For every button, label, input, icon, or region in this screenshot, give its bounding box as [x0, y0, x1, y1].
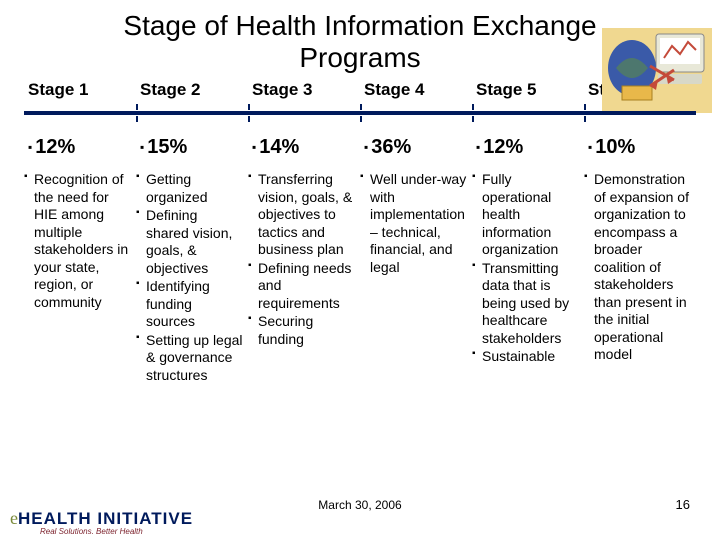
timeline-tick — [360, 104, 362, 122]
timeline — [24, 104, 696, 122]
bullet-item: Fully operational health information org… — [472, 171, 580, 259]
bullet-item: Securing funding — [248, 313, 356, 348]
stage-label: Stage 2 — [136, 80, 248, 100]
bullet-item: Transmitting data that is being used by … — [472, 260, 580, 348]
decorative-graphic — [602, 28, 712, 113]
stage-bullets: Getting organizedDefining shared vision,… — [136, 171, 248, 385]
percentage-row: 12% 15% 14% 36% 12% 10% — [24, 136, 696, 159]
bullet-item: Getting organized — [136, 171, 244, 206]
bullet-item: Transferring vision, goals, & objectives… — [248, 171, 356, 259]
stage-percentage: 36% — [360, 136, 472, 159]
stage-label: Stage 3 — [248, 80, 360, 100]
stage-bullets: Transferring vision, goals, & objectives… — [248, 171, 360, 385]
stage-percentage: 14% — [248, 136, 360, 159]
stage-percentage: 10% — [584, 136, 696, 159]
bullet-item: Well under-way with implementation – tec… — [360, 171, 468, 276]
logo-e: e — [10, 508, 18, 529]
bullets-row: Recognition of the need for HIE among mu… — [24, 171, 696, 385]
timeline-tick — [584, 104, 586, 122]
bullet-item: Defining shared vision, goals, & objecti… — [136, 207, 244, 277]
stage-label: Stage 1 — [24, 80, 136, 100]
bullet-item: Identifying funding sources — [136, 278, 244, 331]
stage-bullets: Recognition of the need for HIE among mu… — [24, 171, 136, 385]
stage-label: Stage 5 — [472, 80, 584, 100]
footer-logo: eHEALTH INITIATIVE Real Solutions. Bette… — [10, 508, 193, 536]
timeline-tick — [248, 104, 250, 122]
slide-title: Stage of Health Information Exchange Pro… — [24, 10, 696, 74]
stage-percentage: 12% — [472, 136, 584, 159]
bullet-item: Defining needs and requirements — [248, 260, 356, 313]
stage-bullets: Demonstration of expansion of organizati… — [584, 171, 696, 385]
bullet-item: Sustainable — [472, 348, 580, 366]
bullet-item: Setting up legal & governance structures — [136, 332, 244, 385]
stage-bullets: Well under-way with implementation – tec… — [360, 171, 472, 385]
logo-text: HEALTH INITIATIVE — [18, 509, 193, 529]
bullet-item: Demonstration of expansion of organizati… — [584, 171, 692, 364]
stage-percentage: 15% — [136, 136, 248, 159]
timeline-tick — [472, 104, 474, 122]
stage-percentage: 12% — [24, 136, 136, 159]
timeline-tick — [136, 104, 138, 122]
stage-header-row: Stage 1 Stage 2 Stage 3 Stage 4 Stage 5 … — [24, 80, 696, 100]
page-number: 16 — [676, 497, 690, 512]
stage-bullets: Fully operational health information org… — [472, 171, 584, 385]
bullet-item: Recognition of the need for HIE among mu… — [24, 171, 132, 311]
stage-label: Stage 4 — [360, 80, 472, 100]
